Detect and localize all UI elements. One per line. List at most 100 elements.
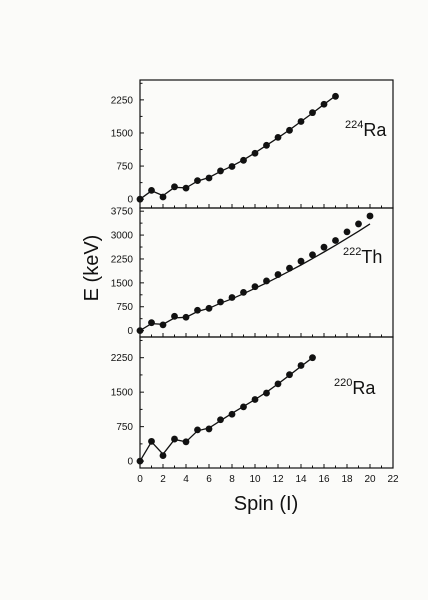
y-tick-label: 2250 (111, 95, 134, 106)
x-tick-label: 2 (160, 474, 166, 485)
y-tick-label: 1500 (111, 388, 134, 399)
data-point (205, 425, 213, 433)
data-point (263, 141, 270, 149)
data-point (343, 228, 351, 236)
data-point (217, 298, 224, 306)
data-point (159, 452, 167, 459)
data-point (240, 156, 247, 164)
data-point (332, 237, 339, 244)
data-point (240, 403, 247, 411)
x-axis-title: Spin (I) (234, 493, 298, 515)
fit-line (139, 95, 336, 200)
panel-top: 0 750 1500 2250 224Ra (111, 79, 394, 209)
data-point (194, 426, 201, 434)
x-tick-label: 22 (387, 474, 399, 485)
y-axis-title: E (keV) (81, 235, 103, 302)
panel-frame (139, 336, 394, 469)
nucleus-element: Th (361, 247, 382, 267)
y-tick-label: 0 (127, 457, 133, 468)
data-point (274, 133, 282, 141)
nucleus-mass-number: 220 (334, 377, 352, 389)
data-point (182, 184, 190, 192)
panels: 075015002250224Ra07501500225030003750222… (111, 79, 399, 485)
x-tick-label: 12 (272, 474, 284, 485)
data-point (159, 321, 167, 329)
data-point (251, 396, 259, 403)
data-point (251, 283, 259, 291)
nucleus-label: 222Th (343, 246, 382, 267)
data-point (251, 149, 259, 157)
data-point (148, 437, 155, 445)
x-tick-label: 0 (137, 474, 143, 485)
data-point (136, 457, 144, 465)
y-tick-label: 750 (116, 422, 133, 433)
y-tick-label: 3750 (111, 207, 134, 218)
x-tick-label: 10 (249, 474, 261, 485)
nucleus-label: 224Ra (345, 119, 387, 140)
y-tick-label: 750 (116, 302, 133, 313)
data-point (309, 109, 316, 117)
data-point (286, 264, 293, 272)
data-point (286, 371, 293, 379)
data-point (136, 195, 144, 203)
panel-middle: 0 750 1500 2250 3000 3750 222Th (111, 207, 394, 338)
data-point (297, 257, 305, 265)
data-point (194, 177, 201, 185)
panel-bottom: 0 750 1500 2250 0 2 4 6 8 10 12 14 16 18 20 22 220Ra (111, 336, 399, 485)
x-tick-label: 6 (206, 474, 212, 485)
data-point (274, 380, 282, 388)
data-point (320, 100, 328, 108)
data-point (228, 163, 236, 170)
data-point (148, 186, 155, 194)
data-point (309, 251, 316, 259)
data-point (182, 438, 190, 446)
data-point (205, 304, 213, 312)
x-tick-label: 18 (341, 474, 353, 485)
y-tick-label: 0 (127, 195, 133, 206)
data-point (205, 174, 213, 182)
x-tick-label: 20 (364, 474, 376, 485)
y-tick-label: 2250 (111, 353, 134, 364)
data-point (355, 220, 362, 228)
fit-line (139, 357, 313, 462)
data-point (182, 313, 190, 321)
data-point (263, 389, 270, 397)
y-tick-label: 1500 (111, 128, 134, 139)
data-point (297, 118, 305, 125)
data-point (171, 183, 178, 191)
y-tick-label: 750 (116, 162, 133, 173)
nucleus-label: 220Ra (334, 377, 376, 398)
data-point (297, 362, 305, 369)
data-point (274, 271, 282, 278)
data-point (228, 294, 236, 301)
data-point (240, 289, 247, 296)
data-point (159, 193, 167, 201)
data-point (309, 354, 316, 362)
nucleus-mass-number: 222 (343, 246, 361, 258)
data-point (148, 319, 155, 327)
nucleus-element: Ra (352, 378, 376, 398)
nucleus-mass-number: 224 (345, 119, 363, 131)
data-point (366, 212, 374, 220)
x-tick-label: 4 (183, 474, 189, 485)
y-tick-label: 2250 (111, 254, 134, 265)
x-tick-label: 16 (318, 474, 330, 485)
data-point (194, 306, 201, 314)
x-tick-label: 14 (295, 474, 307, 485)
data-point (171, 312, 178, 320)
x-tick-label: 8 (229, 474, 235, 485)
y-tick-label: 3000 (111, 231, 134, 242)
data-point (217, 167, 224, 175)
data-point (136, 327, 144, 335)
data-point (228, 410, 236, 418)
data-point (332, 92, 339, 100)
data-point (320, 243, 328, 251)
data-point (286, 126, 293, 134)
data-point (217, 416, 224, 424)
y-tick-label: 1500 (111, 278, 134, 289)
data-point (171, 435, 178, 443)
nucleus-element: Ra (363, 120, 387, 140)
data-point (263, 277, 270, 285)
y-tick-label: 0 (127, 326, 133, 337)
